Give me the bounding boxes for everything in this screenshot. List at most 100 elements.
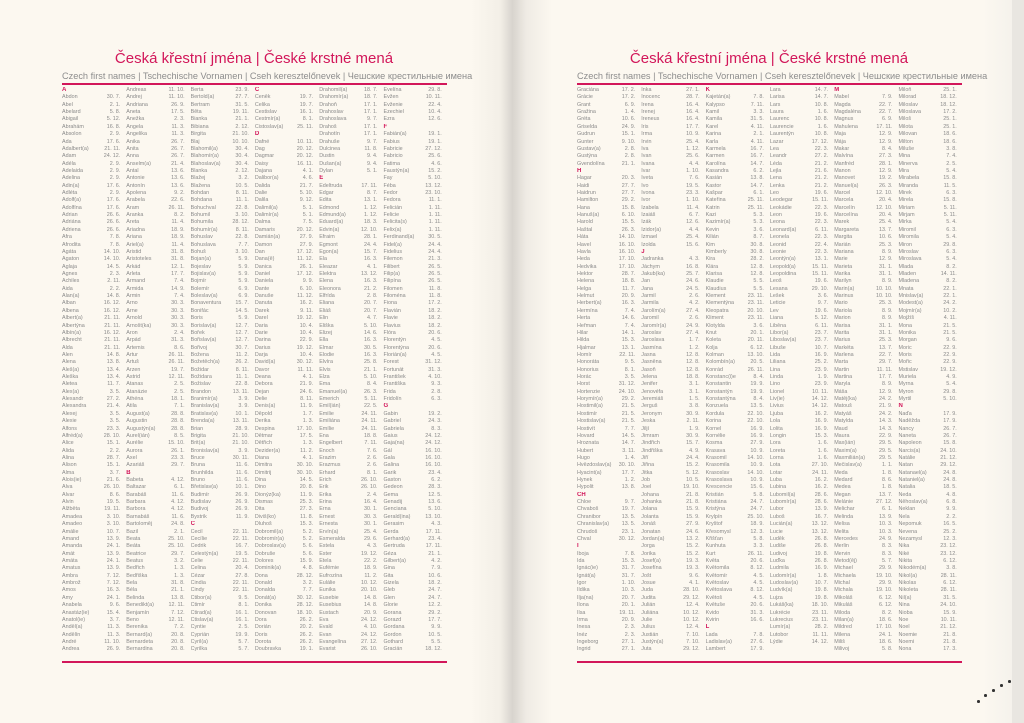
name-day-date: 12. 7.: [235, 322, 249, 329]
name: Athéna: [126, 396, 144, 403]
name-day-date: 11. 2.: [235, 351, 249, 358]
name-entry: Ludivoj 19. 8.: [770, 551, 834, 558]
name: Melánie: [834, 499, 854, 506]
name-entry: Boris 5. 9.: [191, 315, 255, 322]
name: Angelika: [126, 131, 147, 138]
name-entry: Magdaléna 22. 7.: [834, 109, 898, 116]
name: Mojžíš: [898, 315, 915, 322]
name: Arabela: [126, 197, 145, 204]
name-entry: Květoslava 8. 12.: [706, 587, 770, 594]
name-day-date: 16. 8.: [686, 263, 700, 270]
name-entry: Atanas 2. 5.: [126, 381, 190, 388]
name-day-date: 18. 6.: [943, 138, 957, 145]
name-entry: Lina 23. 9.: [770, 367, 834, 374]
name-entry: Bratislav(a) 10. 1.: [191, 411, 255, 418]
name-day-date: 15. 11.: [812, 263, 829, 270]
name-entry: Milovan 18. 6.: [898, 131, 962, 138]
name: Kolja: [705, 344, 718, 351]
name-entry: Bartoloměj 24. 8.: [126, 521, 190, 528]
name: Alfons: [62, 425, 77, 432]
name-day-date: 25. 6.: [428, 153, 442, 160]
name: Egmont: [319, 241, 338, 248]
name: Izidor(a): [641, 226, 662, 233]
name-day-date: 10. 10.: [875, 293, 893, 300]
name-entry: Irenej 16. 4.: [641, 109, 705, 116]
name-entry: Alžběta 19. 11.: [62, 506, 126, 513]
name: Kosma: [705, 440, 723, 447]
name-entry: Adolfína 17. 6.: [62, 205, 126, 212]
name: Celestýn(a): [190, 550, 219, 557]
name: Ivana: [641, 160, 655, 167]
name: Amadea: [62, 513, 83, 520]
name-day-date: 13. 6.: [171, 175, 185, 182]
name-day-date: 15. 1.: [106, 462, 121, 469]
name: Medea: [834, 484, 851, 491]
name-entry: Andrea 26. 9.: [62, 646, 126, 653]
name: Ludvík(a): [769, 587, 793, 594]
name: Božena: [190, 351, 209, 358]
name-entry: Iris 17. 7.: [641, 124, 705, 131]
name-entry: Jáchym 16. 8.: [641, 264, 705, 271]
name: Magda: [834, 101, 851, 108]
name: Lujza: [769, 594, 783, 601]
name-entry: Igor 1. 10.: [577, 580, 641, 587]
name-entry: Ervín(a) 25. 4.: [319, 529, 383, 536]
name-column: M Mabel 7. 9. Magda 22. 7. Magdaléna 22. 7. Mag…: [834, 87, 898, 654]
name-day-date: 18. 9.: [363, 565, 378, 572]
name: Dolores: [254, 558, 274, 564]
name: Honorius: [577, 366, 599, 373]
name-entry: Diana 4. 1.: [255, 455, 319, 462]
name-entry: Lukrecius 23. 11.: [770, 617, 834, 624]
name: Ireneus: [641, 116, 660, 123]
name-entry: Alvar 8. 6.: [62, 492, 126, 499]
name-entry: Gilbert(a) 4. 2.: [383, 558, 447, 565]
name-entry: Donát(a) 30. 12.: [255, 595, 319, 602]
letter-heading: Č: [254, 87, 260, 93]
name-entry: Ildika 10. 3.: [577, 587, 641, 594]
name: Eliana: [319, 300, 335, 307]
name-entry: Alexandr 27. 2.: [62, 396, 126, 403]
name-entry: Ernesta 30. 1.: [319, 521, 383, 528]
name-entry: Ariel(a) 11. 4.: [126, 242, 190, 249]
name: Florentýn: [383, 337, 406, 344]
name-entry: Barbora 4. 12.: [126, 506, 190, 513]
name-day-date: 20. 7.: [363, 307, 378, 314]
name-day-date: 31. 3.: [171, 337, 185, 344]
name-day-date: 28. 12.: [296, 572, 314, 579]
name: Agáta: [62, 248, 77, 255]
name: Cyrilka: [190, 646, 208, 653]
name-entry: Klarisa 12. 8.: [706, 271, 770, 278]
name-day-date: 22. 5.: [363, 403, 378, 410]
name-entry: Kolman 13. 10.: [706, 352, 770, 359]
name-day-date: 18. 8.: [621, 278, 636, 285]
name-day-date: 8. 12.: [750, 565, 764, 572]
name-day-date: 17. 7.: [621, 469, 636, 476]
name-entry: Celestýn(a) 19. 5.: [191, 551, 255, 558]
name-entry: Čestmír(a) 8. 1.: [255, 116, 319, 123]
name: Lýdie: [769, 638, 783, 645]
name-day-date: 12. 7.: [235, 337, 249, 344]
name: Abigail: [62, 116, 79, 123]
name-day-date: 8. 2.: [174, 212, 185, 219]
name: Bertram: [190, 101, 210, 108]
name-entry: Blaj 10. 10.: [191, 139, 255, 146]
name: Nikol(a): [898, 572, 918, 579]
name: Andreas: [126, 87, 147, 93]
name-day-date: 20. 9.: [621, 616, 636, 623]
name-day-date: 26. 1.: [171, 447, 185, 454]
letter-heading: D: [254, 131, 260, 138]
name-day-date: 2. 5.: [174, 388, 185, 395]
name-day-date: 28. 3.: [428, 484, 442, 491]
name-entry: Blažena 10. 5.: [191, 183, 255, 190]
name: Fedora: [383, 197, 401, 204]
name: Arkád: [126, 263, 141, 270]
name-day-date: 14. 8.: [106, 293, 121, 300]
name-entry: Filomen 11. 8.: [383, 286, 447, 293]
name-day-date: 6. 9.: [238, 293, 249, 300]
name: Miloslava: [898, 109, 921, 116]
name-day-date: 1. 2.: [689, 344, 700, 351]
name: Ignát(a): [577, 572, 596, 579]
name-entry: Klaudie 5. 5.: [706, 278, 770, 285]
name-entry: Florentýn 4. 5.: [383, 337, 447, 344]
name: Miroslava: [898, 256, 922, 263]
